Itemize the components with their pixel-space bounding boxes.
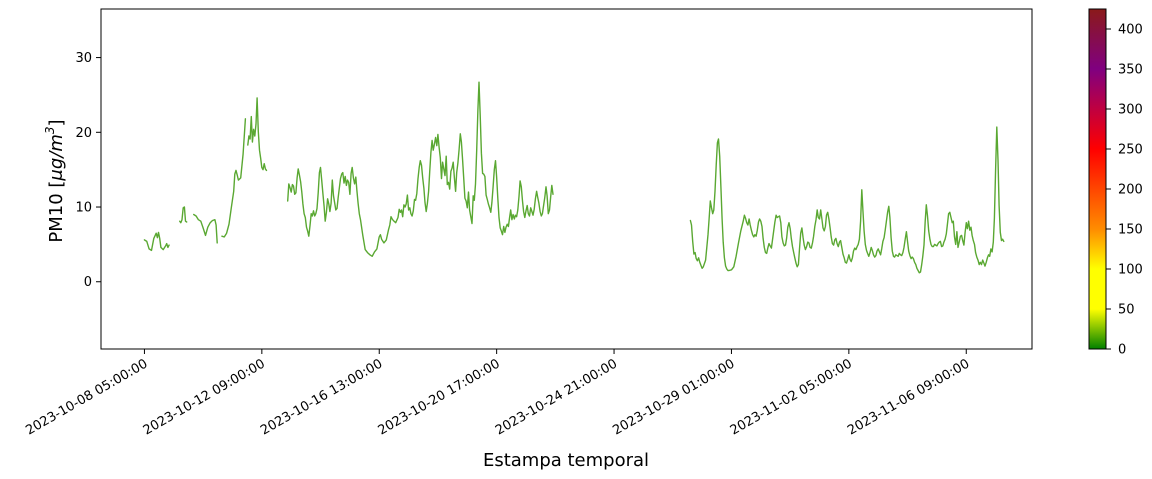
x-tick-label: 2023-10-29 01:00:00 [610, 356, 737, 438]
colorbar-tick-label: 50 [1118, 303, 1135, 318]
colorbar-tick-label: 100 [1118, 263, 1143, 278]
series-line-segment-4 [221, 118, 247, 238]
x-tick-label: 2023-10-08 05:00:00 [23, 356, 150, 438]
y-axis-label-superscript: 3 [43, 126, 57, 134]
colorbar-tick-label: 150 [1118, 223, 1143, 238]
x-tick-label: 2023-11-02 05:00:00 [728, 356, 855, 438]
y-tick-label: 10 [75, 201, 92, 216]
y-axis-label-close: ] [46, 119, 67, 126]
series-line-segment-3 [193, 213, 218, 244]
y-axis-label: PM10 [μg/m3] [43, 119, 67, 242]
x-tick-label: 2023-10-24 21:00:00 [493, 356, 620, 438]
plot-area [143, 81, 1005, 274]
series-line-segment-7 [689, 126, 1005, 274]
x-axis-label: Estampa temporal [483, 450, 649, 471]
y-tick-label: 30 [75, 51, 92, 66]
colorbar-tick-label: 200 [1118, 183, 1143, 198]
colorbar-tick-label: 300 [1118, 103, 1143, 118]
x-tick-label: 2023-10-16 13:00:00 [258, 356, 385, 438]
colorbar [1088, 8, 1107, 350]
colorbar-tick-label: 0 [1118, 343, 1126, 358]
series-line-segment-5 [247, 97, 268, 172]
x-tick-label: 2023-11-06 09:00:00 [845, 356, 972, 438]
colorbar-ticks: 0 50 100 150 200 250 300 350 400 [1106, 23, 1143, 358]
y-axis-label-mu: μ [46, 169, 67, 181]
series-line-segment-6 [287, 81, 554, 257]
y-tick-label: 0 [84, 275, 92, 290]
y-axis-label-main: PM10 [ [46, 181, 67, 243]
series-line-segment-2 [179, 206, 188, 224]
colorbar-tick-label: 250 [1118, 143, 1143, 158]
colorbar-tick-label: 350 [1118, 63, 1143, 78]
y-axis-label-unit: g/m [46, 134, 67, 169]
series-line-segment-1 [143, 231, 170, 252]
y-axis-ticks: 0 10 20 30 [75, 51, 101, 290]
plot-frame [100, 8, 1033, 350]
y-tick-label: 20 [75, 126, 92, 141]
x-tick-label: 2023-10-20 17:00:00 [376, 356, 503, 438]
x-tick-label: 2023-10-12 09:00:00 [141, 356, 268, 438]
colorbar-tick-label: 400 [1118, 23, 1143, 38]
